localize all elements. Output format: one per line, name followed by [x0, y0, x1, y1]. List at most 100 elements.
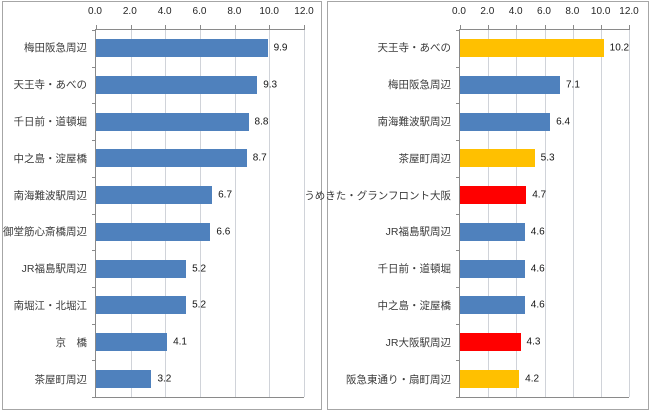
bar	[96, 259, 187, 278]
gridline	[234, 30, 236, 397]
y-axis-tick-mark	[92, 397, 96, 398]
bar	[460, 149, 535, 168]
gridline	[572, 30, 574, 397]
category-label: 天王寺・あべの	[13, 78, 88, 91]
category-label: 南堀江・北堀江	[13, 300, 88, 313]
bar	[96, 222, 211, 241]
gridline	[544, 30, 546, 397]
bar	[460, 222, 525, 241]
x-axis-tick-mark	[572, 25, 574, 30]
bar	[460, 76, 560, 95]
bar-row: 9.9	[96, 30, 304, 67]
gridline	[200, 30, 201, 397]
x-axis-tick-label: 8.0	[227, 6, 242, 17]
x-axis-tick-mark	[488, 25, 490, 30]
y-axis-tick-mark	[456, 30, 460, 31]
left-chart-panel: 0.0 2.0 4.0 6.0 8.0 10.0 12.0 梅田阪急周辺 天王寺・あべの 千日前…	[2, 1, 322, 410]
y-axis-tick-mark	[92, 360, 96, 362]
x-axis-tick-mark	[234, 25, 236, 30]
bar-row: 5.2	[96, 250, 304, 287]
bar-value-label: 6.6	[216, 226, 231, 238]
y-axis-tick-mark	[456, 213, 460, 215]
x-axis-tick-mark	[516, 25, 518, 30]
category-label: 中之島・淀屋橋	[13, 152, 88, 165]
x-axis-tick-label: 2.0	[122, 6, 137, 17]
category-label: JR福島駅周辺	[21, 263, 87, 276]
gridline	[629, 30, 630, 397]
bar	[96, 39, 268, 58]
bar	[96, 112, 249, 131]
bar	[460, 112, 551, 131]
bar	[96, 332, 168, 351]
y-axis-tick-mark	[456, 176, 460, 178]
y-axis-tick-mark	[92, 213, 96, 215]
x-axis-tick-mark	[544, 25, 546, 30]
y-axis-tick-mark	[92, 30, 96, 31]
category-label: 御堂筋心斎橋周辺	[3, 226, 87, 239]
category-label: 梅田阪急周辺	[388, 78, 451, 91]
bar	[96, 149, 247, 168]
y-axis-tick-mark	[456, 103, 460, 105]
bar-row: 6.6	[96, 214, 304, 251]
bar-value-label: 4.6	[530, 263, 545, 275]
bar	[96, 296, 187, 315]
category-label: JR福島駅周辺	[385, 226, 451, 239]
right-chart-x-axis: 0.0 2.0 4.0 6.0 8.0 10.0 12.0	[452, 6, 639, 21]
category-label: 千日前・道頓堀	[377, 263, 452, 276]
x-axis-tick-mark	[269, 25, 271, 30]
category-label: 南海難波駅周辺	[13, 189, 88, 202]
bar-value-label: 10.2	[609, 42, 630, 54]
y-axis-tick-mark	[92, 66, 96, 68]
bar	[460, 296, 525, 315]
category-label: 茶屋町周辺	[34, 374, 88, 387]
y-axis-tick-mark	[456, 250, 460, 252]
bar	[460, 259, 525, 278]
bar-row: 4.1	[96, 324, 304, 361]
category-label: 千日前・道頓堀	[13, 115, 88, 128]
bar-row: 6.7	[96, 177, 304, 214]
bar	[96, 369, 152, 388]
bar-row: 5.2	[96, 287, 304, 324]
x-axis-tick-label: 6.0	[537, 6, 551, 17]
left-chart-x-axis: 0.0 2.0 4.0 6.0 8.0 10.0 12.0	[88, 6, 314, 21]
bar-row: 4.7	[460, 177, 629, 214]
y-axis-tick-mark	[456, 66, 460, 68]
bar-value-label: 6.7	[218, 189, 233, 201]
x-axis-tick-mark	[200, 25, 201, 30]
y-axis-tick-mark	[92, 250, 96, 252]
y-axis-tick-mark	[456, 323, 460, 325]
category-label: 阪急東通り・扇町周辺	[346, 374, 451, 387]
bar	[460, 186, 527, 205]
bar-value-label: 9.3	[263, 79, 278, 91]
bar-value-label: 4.3	[526, 336, 541, 348]
bar-row: 6.4	[460, 103, 629, 140]
x-axis-tick-label: 12.0	[619, 6, 639, 17]
gridline	[165, 30, 167, 397]
bar-row: 8.7	[96, 140, 304, 177]
x-axis-tick-label: 4.0	[508, 6, 523, 17]
x-axis-tick-mark	[629, 25, 630, 30]
bar	[96, 186, 213, 205]
gridline	[269, 30, 271, 397]
category-label: 梅田阪急周辺	[24, 41, 87, 54]
x-axis-tick-label: 12.0	[294, 6, 314, 17]
bar-value-label: 5.2	[192, 299, 207, 311]
bar-row: 4.6	[460, 214, 629, 251]
gridline	[304, 30, 305, 397]
bar-row: 4.6	[460, 287, 629, 324]
bar-value-label: 9.9	[273, 42, 288, 54]
bar	[460, 332, 521, 351]
bar-row: 7.1	[460, 67, 629, 104]
gridline	[516, 30, 518, 397]
x-axis-tick-label: 10.0	[590, 6, 611, 17]
left-chart-plot-area: 9.9 9.3 8.8 8.7 6.7 6.6 5.2 5.2 4.1 3.2	[92, 25, 305, 398]
x-axis-tick-label: 10.0	[259, 6, 279, 17]
category-label: 茶屋町周辺	[398, 152, 452, 165]
y-axis-tick-mark	[92, 140, 96, 142]
category-label: 南海難波駅周辺	[377, 115, 452, 128]
gridline	[488, 30, 490, 397]
category-label: 天王寺・あべの	[377, 41, 452, 54]
y-axis-tick-mark	[456, 360, 460, 362]
x-axis-tick-mark	[600, 25, 602, 30]
